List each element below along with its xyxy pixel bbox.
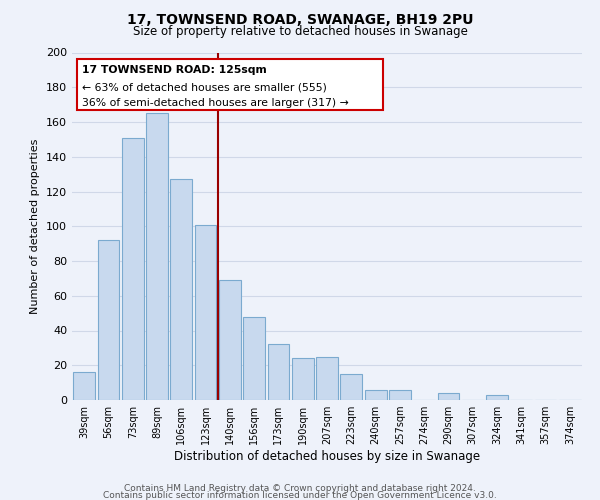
Bar (170, 180, 192, 400)
Text: Contains public sector information licensed under the Open Government Licence v3: Contains public sector information licen… (103, 491, 497, 500)
Bar (194, 224, 217, 400)
Text: 36% of semi-detached houses are larger (317) →: 36% of semi-detached houses are larger (… (82, 98, 349, 108)
Bar (316, 356, 338, 400)
Bar (292, 358, 314, 400)
Bar (268, 344, 289, 400)
Bar (486, 395, 508, 400)
Text: ← 63% of detached houses are smaller (555): ← 63% of detached houses are smaller (55… (82, 82, 327, 92)
Bar (365, 390, 386, 400)
Bar (389, 390, 411, 400)
Bar (146, 114, 168, 400)
Bar (97, 240, 119, 400)
Bar (122, 138, 143, 400)
FancyBboxPatch shape (77, 60, 383, 110)
Bar (73, 372, 95, 400)
Bar (219, 280, 241, 400)
Y-axis label: Number of detached properties: Number of detached properties (31, 138, 40, 314)
Text: 17 TOWNSEND ROAD: 125sqm: 17 TOWNSEND ROAD: 125sqm (82, 64, 267, 74)
Bar (437, 393, 460, 400)
Text: Size of property relative to detached houses in Swanage: Size of property relative to detached ho… (133, 25, 467, 38)
Text: 17, TOWNSEND ROAD, SWANAGE, BH19 2PU: 17, TOWNSEND ROAD, SWANAGE, BH19 2PU (127, 12, 473, 26)
Bar (340, 374, 362, 400)
X-axis label: Distribution of detached houses by size in Swanage: Distribution of detached houses by size … (174, 450, 480, 463)
Bar (243, 316, 265, 400)
Text: Contains HM Land Registry data © Crown copyright and database right 2024.: Contains HM Land Registry data © Crown c… (124, 484, 476, 493)
